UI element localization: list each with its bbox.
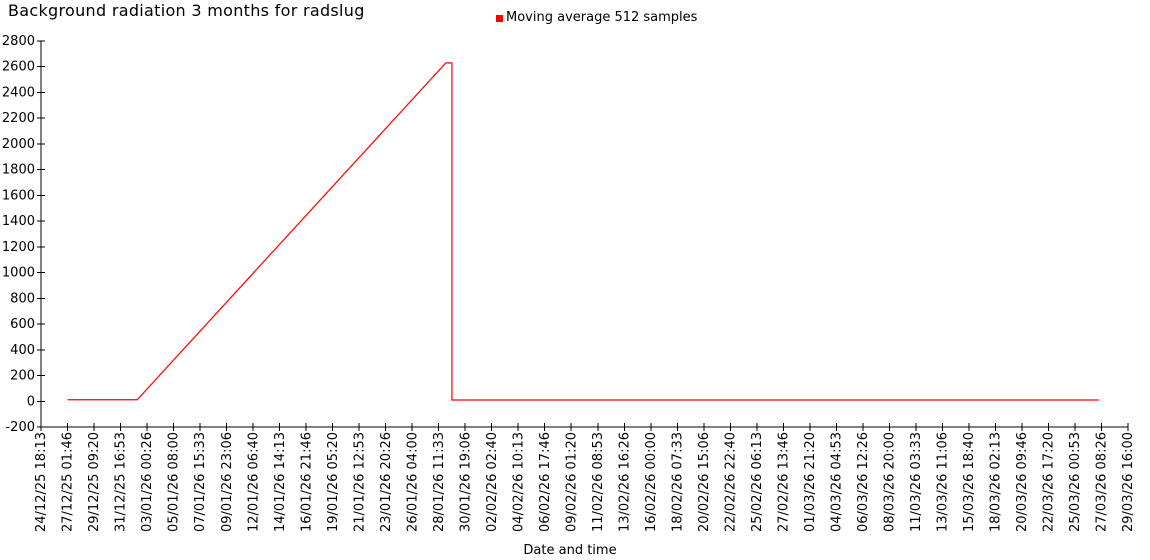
x-tick-label: 08/03/26 20:00 bbox=[883, 432, 898, 532]
x-tick-label: 05/01/26 08:00 bbox=[167, 432, 182, 532]
x-tick-label: 16/02/26 00:00 bbox=[644, 432, 659, 532]
x-tick-label: 24/12/25 18:13 bbox=[34, 432, 49, 532]
y-tick-label: 2200 bbox=[2, 111, 35, 126]
y-tick-label: 2600 bbox=[2, 60, 35, 75]
x-tick-label: 09/01/26 23:06 bbox=[220, 432, 235, 532]
x-tick-label: 26/01/26 04:00 bbox=[405, 432, 420, 532]
x-tick-label: 23/01/26 20:26 bbox=[379, 432, 394, 532]
y-tick-label: 800 bbox=[10, 291, 35, 306]
x-tick-label: 12/01/26 06:40 bbox=[246, 432, 261, 532]
x-tick-label: 04/03/26 04:53 bbox=[830, 432, 845, 532]
x-tick-label: 15/03/26 18:40 bbox=[962, 432, 977, 532]
x-tick-label: 06/02/26 17:46 bbox=[538, 432, 553, 532]
x-tick-label: 28/01/26 11:33 bbox=[432, 432, 447, 532]
x-tick-label: 27/12/25 01:46 bbox=[61, 432, 76, 532]
y-tick-label: 0 bbox=[27, 394, 35, 409]
y-tick-label: 1200 bbox=[2, 240, 35, 255]
y-tick-label: 1800 bbox=[2, 163, 35, 178]
x-tick-label: 22/02/26 22:40 bbox=[723, 432, 738, 532]
y-tick-label: 600 bbox=[10, 317, 35, 332]
x-tick-label: 29/12/25 09:20 bbox=[87, 432, 102, 532]
x-axis: 24/12/25 18:13 27/12/25 01:46 29/12/25 09:… bbox=[34, 423, 1136, 532]
y-tick-label: 1600 bbox=[2, 188, 35, 203]
x-tick-label: 13/02/26 16:26 bbox=[617, 432, 632, 532]
x-tick-label: 25/03/26 00:53 bbox=[1068, 432, 1083, 532]
x-tick-label: 13/03/26 11:06 bbox=[936, 432, 951, 532]
x-tick-label: 07/01/26 15:33 bbox=[193, 432, 208, 532]
legend-marker-square bbox=[496, 14, 503, 22]
x-tick-label: 25/02/26 06:13 bbox=[750, 432, 765, 532]
x-tick-label: 06/03/26 12:26 bbox=[856, 432, 871, 532]
x-tick-label: 19/01/26 05:20 bbox=[326, 432, 341, 532]
y-tick-label: -200 bbox=[5, 420, 35, 435]
x-tick-label: 29/03/26 16:00 bbox=[1121, 432, 1136, 532]
y-tick-label: 2000 bbox=[2, 137, 35, 152]
y-tick-label: 1400 bbox=[2, 214, 35, 229]
legend-label: Moving average 512 samples bbox=[506, 10, 698, 25]
x-tick-label: 31/12/25 16:53 bbox=[114, 432, 129, 532]
x-tick-label: 22/03/26 17:20 bbox=[1042, 432, 1057, 532]
x-tick-label: 21/01/26 12:53 bbox=[352, 432, 367, 532]
series-line bbox=[67, 62, 1099, 401]
x-tick-label: 03/01/26 00:26 bbox=[140, 432, 155, 532]
x-tick-label: 02/02/26 02:40 bbox=[485, 432, 500, 532]
x-tick-label: 11/03/26 03:33 bbox=[909, 432, 924, 532]
y-tick-label: 2800 bbox=[2, 34, 35, 49]
x-tick-label: 27/02/26 13:46 bbox=[777, 432, 792, 532]
x-tick-label: 20/02/26 15:06 bbox=[697, 432, 712, 532]
x-axis-title: Date and time bbox=[523, 543, 617, 558]
y-tick-label: 400 bbox=[10, 343, 35, 358]
legend: Moving average 512 samples bbox=[496, 10, 697, 25]
x-tick-label: 14/01/26 14:13 bbox=[273, 432, 288, 532]
y-axis: -200 0 200 400 600 800 1000 1200 1400 1600 1800 200… bbox=[2, 34, 45, 435]
x-tick-label: 04/02/26 10:13 bbox=[511, 432, 526, 532]
x-tick-label: 01/03/26 21:20 bbox=[803, 432, 818, 532]
chart-title: Background radiation 3 months for radslu… bbox=[8, 1, 365, 20]
x-tick-label: 18/03/26 02:13 bbox=[989, 432, 1004, 532]
y-tick-label: 200 bbox=[10, 369, 35, 384]
x-tick-label: 09/02/26 01:20 bbox=[564, 432, 579, 532]
x-tick-label: 30/01/26 19:06 bbox=[458, 432, 473, 532]
y-tick-label: 2400 bbox=[2, 85, 35, 100]
x-tick-label: 27/03/26 08:26 bbox=[1095, 432, 1110, 532]
x-tick-label: 18/02/26 07:33 bbox=[670, 432, 685, 532]
x-tick-label: 20/03/26 09:46 bbox=[1015, 432, 1030, 532]
x-tick-label: 16/01/26 21:46 bbox=[299, 432, 314, 532]
y-tick-label: 1000 bbox=[2, 266, 35, 281]
x-tick-label: 11/02/26 08:53 bbox=[591, 432, 606, 532]
series bbox=[67, 62, 1099, 401]
